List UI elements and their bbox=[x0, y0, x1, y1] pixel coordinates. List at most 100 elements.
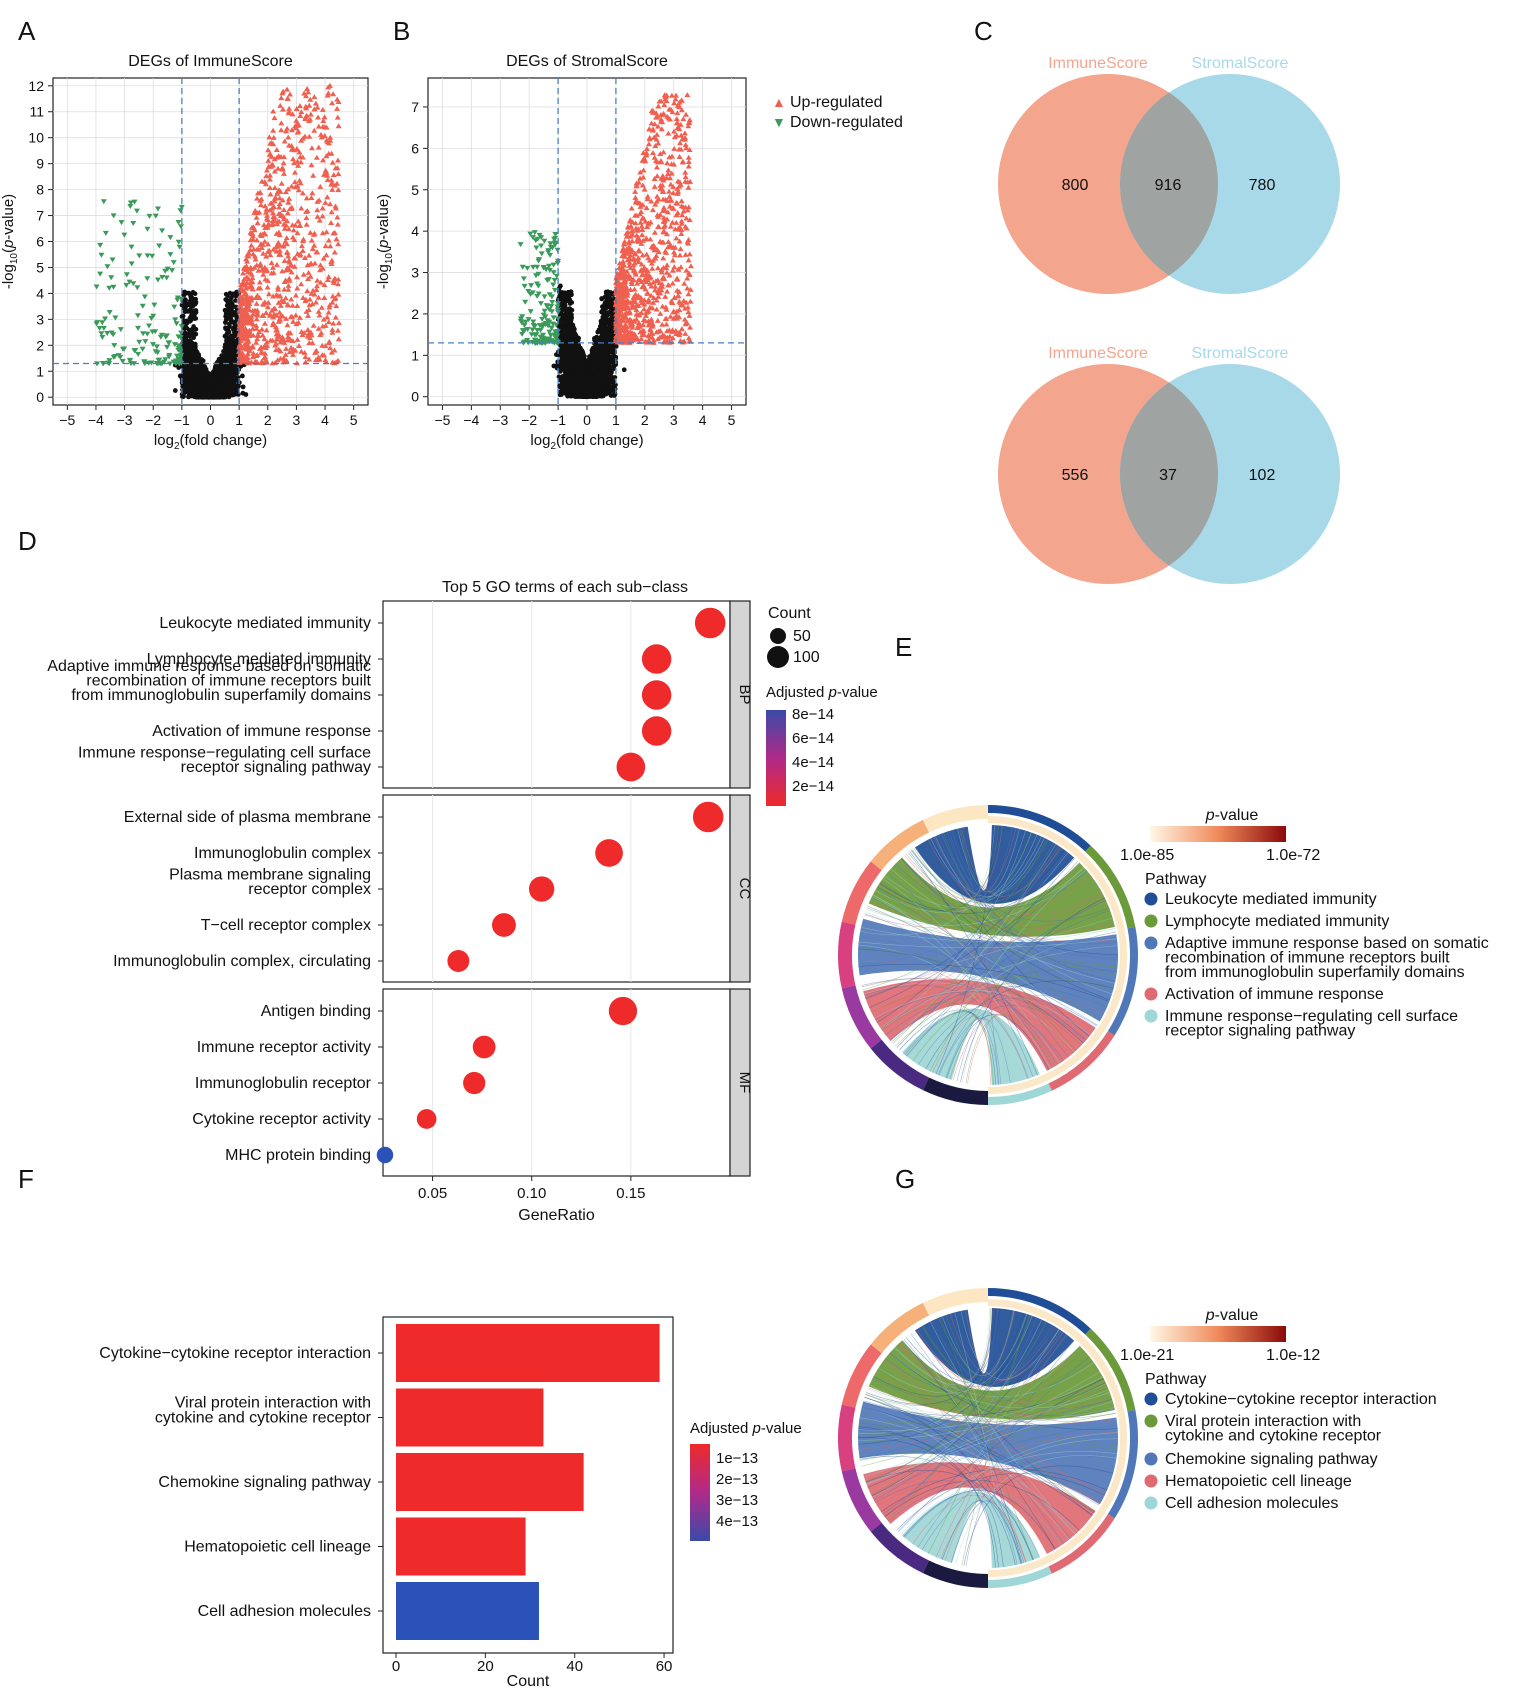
point-ns bbox=[227, 380, 233, 386]
point-ns bbox=[190, 290, 196, 296]
x-tick-label: −4 bbox=[88, 412, 104, 428]
point-ns bbox=[224, 298, 230, 304]
point-ns bbox=[224, 309, 230, 315]
x-tick-label: −5 bbox=[434, 412, 450, 428]
y-tick-label: 1 bbox=[36, 363, 44, 379]
y-tick-label: 6 bbox=[411, 140, 419, 156]
x-tick-label: −1 bbox=[174, 412, 190, 428]
point-ns bbox=[183, 332, 188, 338]
x-tick-label: 5 bbox=[728, 412, 736, 428]
y-tick-label: 2 bbox=[411, 306, 419, 322]
point-ns bbox=[224, 384, 230, 390]
x-tick-label: 2 bbox=[641, 412, 649, 428]
x-tick-label: −4 bbox=[463, 412, 479, 428]
point-ns bbox=[228, 316, 233, 321]
point-ns bbox=[189, 294, 194, 300]
x-tick-label: −5 bbox=[59, 412, 75, 428]
point-ns bbox=[234, 383, 240, 389]
point-ns bbox=[223, 317, 229, 323]
point-ns bbox=[226, 348, 232, 354]
y-tick-label: 3 bbox=[36, 311, 44, 327]
point-ns bbox=[192, 366, 197, 372]
x-tick-label: −1 bbox=[550, 412, 566, 428]
point-ns bbox=[182, 376, 188, 382]
y-tick-label: 3 bbox=[411, 265, 419, 281]
x-tick-label: 4 bbox=[699, 412, 707, 428]
point-ns bbox=[227, 342, 233, 347]
point-ns bbox=[214, 364, 220, 370]
point-ns bbox=[206, 381, 212, 387]
y-tick-label: 7 bbox=[411, 99, 419, 115]
y-tick-label: 0 bbox=[36, 389, 44, 405]
point-ns bbox=[240, 390, 246, 396]
panel-label-f: F bbox=[18, 1164, 34, 1194]
y-tick-label: 12 bbox=[28, 78, 44, 94]
y-tick-label: 4 bbox=[36, 285, 44, 301]
y-tick-label: 7 bbox=[36, 208, 44, 224]
point-ns bbox=[189, 382, 195, 387]
x-tick-label: −2 bbox=[521, 412, 537, 428]
point-ns bbox=[188, 361, 194, 366]
point-ns bbox=[223, 368, 228, 374]
point-ns bbox=[223, 374, 229, 380]
y-axis-label: -log10(p-value) bbox=[0, 194, 20, 289]
x-tick-label: 3 bbox=[293, 412, 301, 428]
x-tick-label: 5 bbox=[350, 412, 358, 428]
point-ns bbox=[202, 393, 208, 399]
point-ns bbox=[190, 355, 196, 361]
point-ns bbox=[227, 290, 233, 296]
point-ns bbox=[207, 392, 213, 397]
point-ns bbox=[201, 372, 206, 377]
x-tick-label: 2 bbox=[264, 412, 272, 428]
y-tick-label: 8 bbox=[36, 182, 44, 198]
chart-title: DEGs of ImmuneScore bbox=[128, 53, 293, 70]
y-tick-label: 0 bbox=[411, 389, 419, 405]
x-axis-label: log2(fold change) bbox=[154, 432, 267, 452]
y-tick-label: 4 bbox=[411, 223, 419, 239]
x-tick-label: 3 bbox=[670, 412, 678, 428]
point-ns bbox=[223, 342, 228, 347]
x-tick-label: 0 bbox=[207, 412, 215, 428]
point-ns bbox=[212, 381, 217, 386]
panel-label-e: E bbox=[895, 632, 913, 662]
point-ns bbox=[197, 358, 203, 364]
y-tick-label: 1 bbox=[411, 347, 419, 363]
point-ns bbox=[193, 309, 198, 314]
y-tick-label: 5 bbox=[411, 182, 419, 198]
point-ns bbox=[190, 326, 196, 331]
y-tick-label: 6 bbox=[36, 234, 44, 250]
point-ns bbox=[217, 368, 222, 374]
point-ns bbox=[186, 394, 191, 399]
panel-label-d: D bbox=[18, 526, 37, 556]
point-ns bbox=[214, 390, 220, 395]
y-tick-label: 11 bbox=[29, 104, 44, 120]
point-ns bbox=[192, 344, 198, 350]
x-tick-label: 0 bbox=[583, 412, 591, 428]
panel-label-g: G bbox=[895, 1164, 916, 1194]
point-ns bbox=[234, 389, 239, 395]
x-tick-label: −3 bbox=[117, 412, 133, 428]
x-tick-label: 4 bbox=[321, 412, 329, 428]
x-tick-label: 1 bbox=[612, 412, 620, 428]
point-ns bbox=[222, 333, 228, 339]
point-ns bbox=[223, 326, 228, 332]
point-ns bbox=[193, 296, 199, 302]
point-ns bbox=[208, 386, 213, 392]
point-ns bbox=[185, 370, 191, 376]
point-ns bbox=[172, 388, 178, 393]
point-ns bbox=[199, 385, 205, 391]
point-ns bbox=[240, 373, 245, 379]
point-ns bbox=[240, 384, 246, 390]
point-ns bbox=[231, 347, 237, 352]
point-ns bbox=[183, 301, 188, 306]
point-ns bbox=[182, 309, 188, 315]
point-ns bbox=[185, 364, 190, 370]
point-ns bbox=[225, 388, 231, 394]
x-tick-label: −2 bbox=[145, 412, 161, 428]
point-ns bbox=[231, 310, 237, 315]
point-ns bbox=[187, 315, 193, 321]
data-points bbox=[93, 82, 342, 400]
point-ns bbox=[224, 303, 230, 308]
